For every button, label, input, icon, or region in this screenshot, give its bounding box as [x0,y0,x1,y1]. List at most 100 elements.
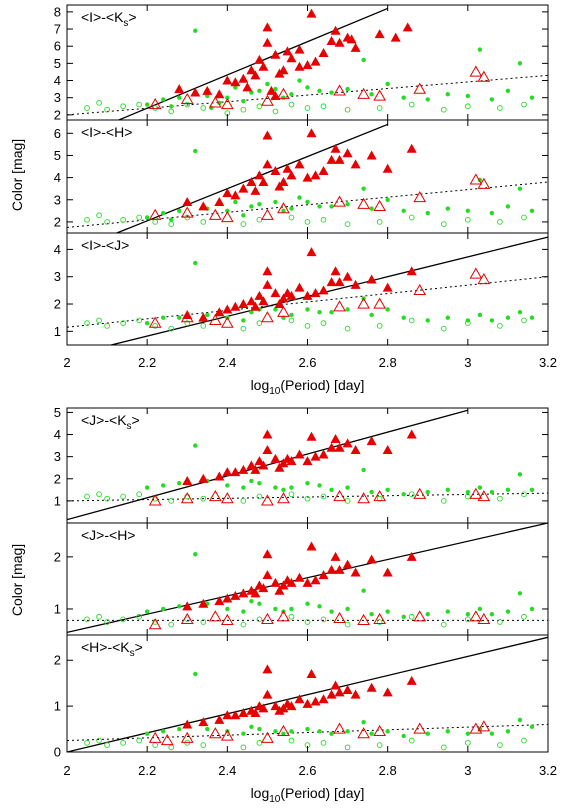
data-point-green-open [240,325,247,332]
data-point-green-filled [233,199,238,205]
data-point-green-filled [241,609,246,614]
data-point-red-filled-triangle [278,703,289,713]
y-axis-label: Color [mag] [9,544,25,616]
data-point-red-filled-triangle [262,159,273,169]
data-point-green-filled [241,98,246,104]
data-point-red-filled-triangle [198,312,209,322]
y-tick-label: 3 [54,90,61,105]
data-point-green-open [136,317,143,324]
data-point-green-filled [445,729,450,734]
data-point-red-filled-triangle [342,438,353,448]
data-point-red-open-triangle [333,84,346,96]
y-tick-label: 8 [54,4,61,19]
data-point-red-open-triangle [220,210,234,223]
data-point-red-filled-triangle [310,170,321,180]
data-point-red-filled-triangle [302,60,313,70]
data-point-red-filled-triangle [278,177,289,187]
data-point-green-open [84,105,90,111]
data-point-green-filled [241,318,246,323]
data-point-green-open [200,742,207,748]
data-point-red-filled-triangle [182,196,193,206]
data-point-green-open [152,742,159,748]
data-point-green-filled [205,726,210,732]
panel-label-sub: s [127,421,132,432]
data-point-green-open [304,219,311,225]
data-point-green-filled [281,731,286,736]
data-point-green-filled [297,78,302,83]
data-point-green-open [376,219,383,225]
panel-plot-area [67,636,548,752]
data-point-red-filled-triangle [258,296,269,306]
data-point-red-filled-triangle [310,56,321,66]
data-point-red-filled-triangle [182,309,193,319]
x-tick-label: 2.4 [218,763,236,778]
data-point-red-filled-triangle [286,577,297,587]
data-point-red-filled-triangle [238,464,249,474]
data-point-green-open [96,491,102,498]
data-point-green-open [120,216,126,223]
data-point-red-open-triangle [180,612,194,624]
data-point-red-filled-triangle [310,451,321,461]
data-point-green-open [120,493,126,500]
data-point-red-open-triangle [477,177,491,189]
data-point-red-filled-triangle [198,717,209,727]
data-point-red-filled-triangle [174,84,185,94]
data-point-green-open [184,320,191,326]
data-point-green-filled [505,315,511,320]
data-point-green-open [120,739,126,746]
data-point-green-open [408,317,415,324]
data-point-green-filled [529,724,535,729]
data-point-red-filled-triangle [246,460,257,470]
panel-label-sub: s [130,648,135,659]
x-tick-label: 3 [464,763,471,778]
data-point-red-filled-triangle [306,247,317,257]
data-point-green-filled [369,731,374,736]
data-point-green-open [344,744,351,751]
data-point-green-filled [425,731,430,736]
data-point-green-filled [249,724,254,729]
data-point-red-filled-triangle [350,445,361,455]
data-point-green-filled [489,318,495,323]
data-point-green-filled [257,480,262,486]
data-point-red-filled-triangle [326,36,337,46]
data-point-red-open-triangle [413,610,427,622]
data-point-red-open-triangle [477,612,491,624]
data-point-red-open-triangle [277,202,290,214]
data-point-green-open [120,103,126,110]
panel-label-main: <J>-<K [81,412,127,428]
data-point-red-open-triangle [261,94,274,106]
data-point-red-filled-triangle [346,34,357,44]
data-point-red-filled-triangle [242,82,253,92]
data-point-red-filled-triangle [390,32,401,42]
data-point-red-filled-triangle [406,266,417,276]
data-point-red-open-triangle [208,96,222,108]
data-point-green-filled [144,485,150,490]
data-point-green-filled [289,485,294,490]
data-point-red-filled-triangle [238,183,249,193]
y-tick-label: 1 [54,601,61,616]
data-point-red-open-triangle [148,618,162,630]
fit-line-dashed [67,181,548,228]
panel-label-main: <J>-<H> [81,527,135,543]
data-point-red-filled-triangle [330,551,341,561]
data-point-red-filled-triangle [214,471,225,481]
data-point-red-open-triangle [148,98,162,110]
data-point-red-filled-triangle [270,453,281,463]
data-point-red-filled-triangle [366,554,377,564]
data-point-green-filled [465,611,471,617]
data-point-red-filled-triangle [406,551,417,561]
data-point-red-filled-triangle [326,689,337,699]
data-point-green-filled [425,210,430,216]
data-point-green-filled [193,28,198,33]
data-point-red-filled-triangle [182,475,193,485]
data-point-red-filled-triangle [258,61,269,71]
data-point-green-open [184,101,191,108]
data-point-green-filled [193,443,198,448]
data-point-green-open [320,493,327,500]
data-point-red-filled-triangle [262,549,273,559]
data-point-green-filled [529,606,535,612]
data-point-green-open [288,613,295,620]
data-point-green-open [304,323,311,329]
